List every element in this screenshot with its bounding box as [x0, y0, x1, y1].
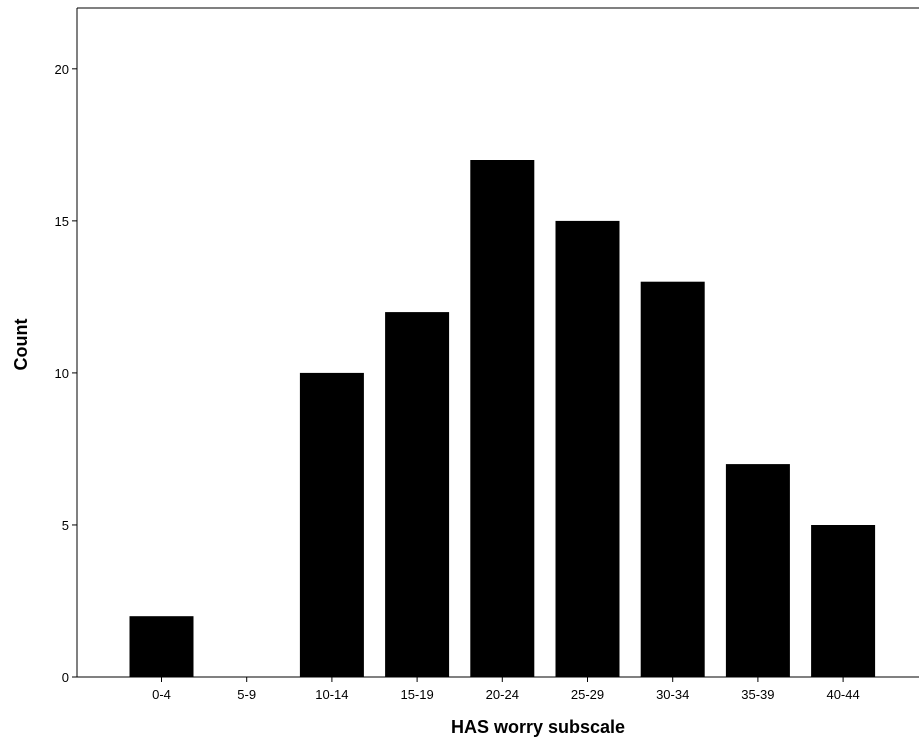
x-tick-label-35-39: 35-39: [741, 687, 774, 702]
bar-15-19: [385, 312, 450, 677]
x-axis-title: HAS worry subscale: [451, 717, 625, 737]
x-tick-label-25-29: 25-29: [571, 687, 604, 702]
bar-0-4: [129, 616, 194, 677]
bar-35-39: [725, 464, 790, 677]
y-axis-title: Count: [11, 319, 31, 371]
bars-group: [129, 160, 876, 677]
bar-40-44: [811, 525, 876, 677]
x-tick-label-20-24: 20-24: [486, 687, 519, 702]
y-tick-label-0: 0: [62, 670, 69, 685]
y-tick-label-5: 5: [62, 518, 69, 533]
x-axis: 0-4 5-9 10-14 15-19 20-24 25-29 30-34 35-39 40-4…: [152, 677, 860, 702]
bar-30-34: [640, 281, 705, 677]
y-tick-label-10: 10: [55, 366, 69, 381]
bar-20-24: [470, 160, 535, 677]
x-tick-label-30-34: 30-34: [656, 687, 689, 702]
x-tick-label-5-9: 5-9: [237, 687, 256, 702]
x-tick-label-10-14: 10-14: [315, 687, 348, 702]
bar-25-29: [555, 220, 620, 677]
y-axis: 0 5 10 15 20: [55, 62, 77, 685]
y-tick-label-20: 20: [55, 62, 69, 77]
x-tick-label-0-4: 0-4: [152, 687, 171, 702]
y-tick-label-15: 15: [55, 214, 69, 229]
x-tick-label-40-44: 40-44: [826, 687, 859, 702]
bar-10-14: [299, 372, 364, 677]
x-tick-label-15-19: 15-19: [400, 687, 433, 702]
